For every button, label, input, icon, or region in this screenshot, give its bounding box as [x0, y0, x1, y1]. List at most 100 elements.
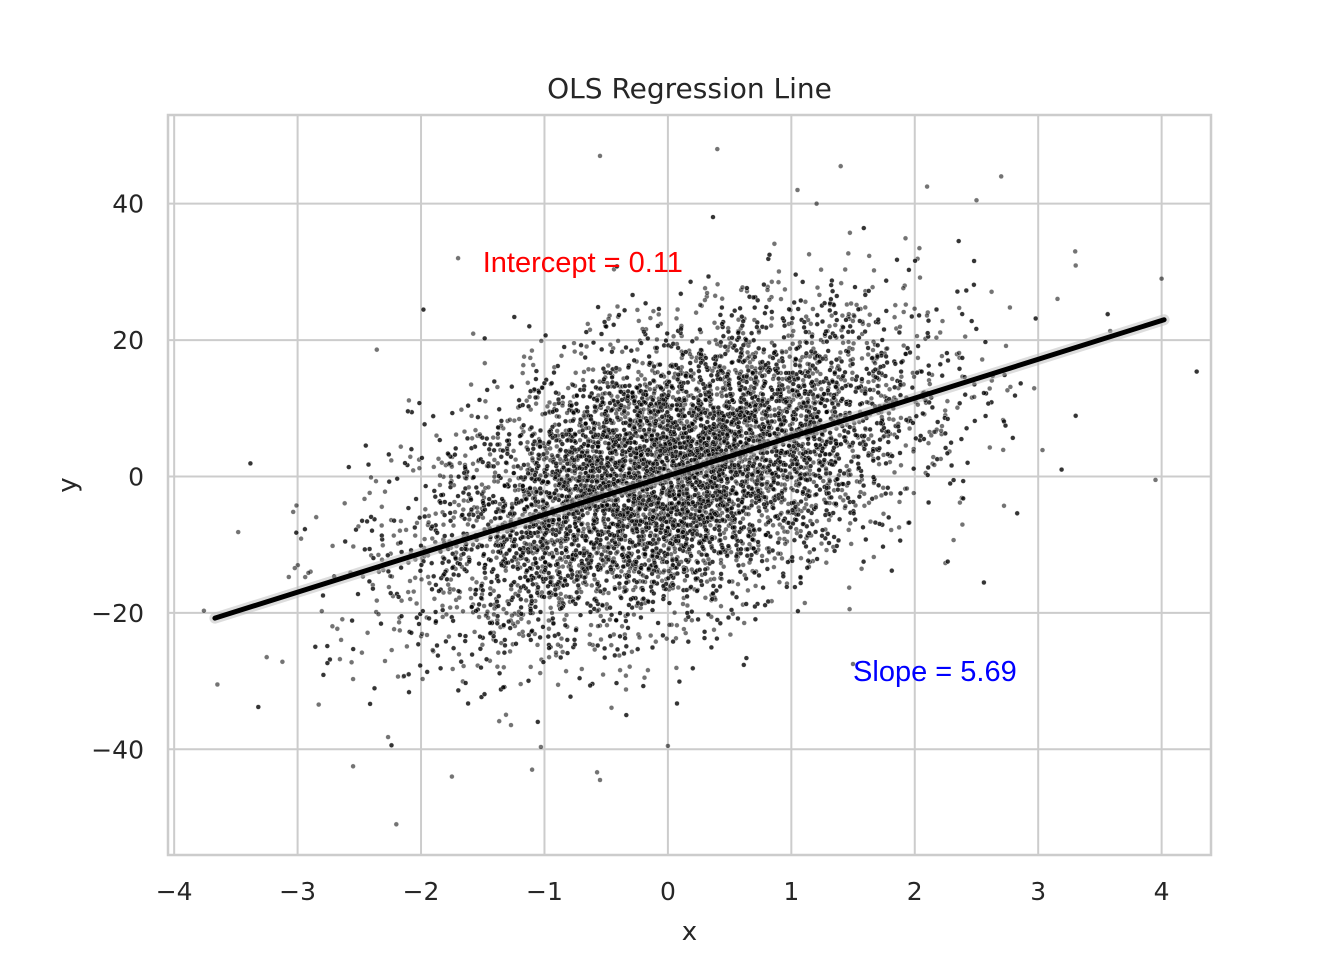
scatter-point	[587, 632, 593, 638]
scatter-point	[871, 554, 877, 560]
scatter-point	[759, 553, 765, 559]
scatter-point	[854, 302, 860, 308]
scatter-point	[469, 576, 475, 582]
scatter-point	[494, 384, 500, 390]
scatter-point	[382, 489, 388, 495]
scatter-point	[577, 437, 583, 443]
scatter-point	[451, 515, 457, 521]
scatter-point	[648, 633, 654, 639]
scatter-point	[501, 664, 507, 670]
scatter-point	[675, 584, 681, 591]
scatter-point	[903, 442, 909, 449]
scatter-point	[772, 407, 778, 413]
scatter-point	[1004, 387, 1010, 393]
scatter-point	[846, 467, 852, 473]
scatter-point	[350, 543, 356, 550]
scatter-point	[337, 656, 343, 662]
scatter-point	[771, 241, 777, 247]
scatter-point	[342, 500, 348, 506]
scatter-point	[530, 362, 536, 368]
scatter-point	[859, 355, 865, 361]
scatter-point	[640, 360, 646, 366]
scatter-point	[864, 340, 870, 346]
scatter-point	[711, 627, 717, 633]
scatter-point	[703, 510, 709, 516]
scatter-point	[939, 318, 946, 324]
scatter-point	[529, 450, 535, 456]
scatter-point	[407, 578, 413, 584]
scatter-point	[387, 573, 393, 579]
scatter-point	[592, 647, 598, 653]
scatter-point	[456, 651, 462, 657]
scatter-point	[849, 370, 855, 376]
scatter-point	[293, 502, 300, 509]
scatter-point	[641, 675, 648, 681]
scatter-point	[776, 579, 782, 585]
scatter-point	[608, 642, 614, 648]
scatter-point	[789, 320, 795, 326]
scatter-point	[808, 321, 814, 327]
scatter-point	[802, 600, 808, 606]
scatter-point	[865, 351, 871, 358]
scatter-point	[528, 664, 534, 670]
scatter-point	[850, 448, 856, 454]
scatter-point	[615, 338, 621, 344]
scatter-point	[675, 306, 681, 313]
scatter-point	[410, 467, 416, 473]
scatter-point	[901, 343, 907, 349]
scatter-point	[718, 560, 724, 566]
scatter-point	[298, 536, 304, 542]
scatter-point	[450, 523, 457, 529]
scatter-point	[635, 376, 641, 382]
scatter-point	[911, 490, 917, 496]
scatter-point	[903, 302, 909, 308]
scatter-point	[553, 650, 559, 656]
scatter-point	[817, 371, 823, 377]
scatter-point	[305, 570, 311, 576]
scatter-point	[896, 499, 903, 505]
scatter-point	[871, 267, 877, 273]
scatter-point	[416, 465, 422, 471]
scatter-point	[457, 460, 463, 466]
scatter-point	[959, 522, 965, 528]
scatter-point	[359, 650, 365, 656]
scatter-point	[892, 302, 898, 308]
scatter-point	[235, 529, 241, 535]
scatter-point	[503, 568, 509, 574]
scatter-point	[876, 461, 882, 467]
scatter-point	[472, 629, 478, 635]
scatter-point	[702, 285, 708, 291]
scatter-point	[614, 303, 621, 310]
scatter-point	[440, 522, 447, 528]
scatter-point	[933, 335, 939, 341]
scatter-point	[587, 641, 593, 647]
scatter-point	[845, 339, 852, 345]
scatter-point	[880, 485, 886, 491]
scatter-point	[469, 413, 475, 419]
scatter-point	[580, 377, 586, 383]
scatter-point	[784, 529, 791, 535]
scatter-point	[465, 521, 471, 527]
scatter-point	[753, 583, 759, 589]
scatter-point	[844, 463, 850, 469]
scatter-point	[636, 318, 642, 324]
scatter-point	[414, 600, 420, 607]
scatter-point	[407, 454, 413, 460]
scatter-point	[468, 595, 474, 601]
scatter-point	[401, 673, 407, 679]
scatter-point	[867, 312, 873, 318]
scatter-point	[1031, 385, 1037, 391]
scatter-point	[800, 377, 806, 383]
scatter-point	[673, 315, 680, 321]
scatter-point	[781, 363, 787, 370]
scatter-point	[866, 253, 872, 259]
scatter-point	[653, 639, 659, 645]
scatter-point	[511, 448, 517, 454]
scatter-point	[578, 351, 584, 357]
scatter-point	[883, 382, 889, 388]
scatter-point	[549, 610, 555, 616]
scatter-point	[491, 457, 497, 463]
scatter-point	[687, 351, 693, 357]
scatter-points	[201, 146, 1200, 827]
scatter-point	[602, 390, 608, 396]
